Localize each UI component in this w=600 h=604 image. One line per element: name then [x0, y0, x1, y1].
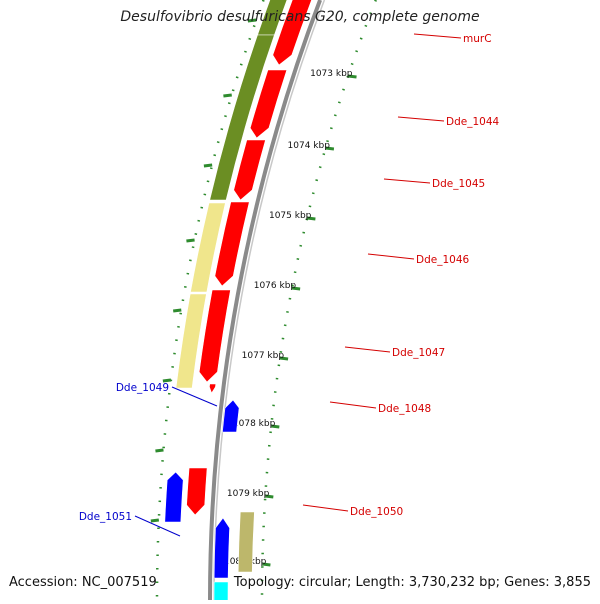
gene-label: Dde_1051 [79, 511, 132, 523]
kbp-tick-label: 1079 kbp [227, 489, 270, 499]
gene-feature-reverse [222, 399, 240, 433]
backbone-shadow [213, 0, 326, 601]
gene-leader-line [302, 504, 349, 512]
gene-leader-line [367, 253, 415, 260]
gene-feature-reverse [213, 581, 229, 604]
gene-feature-forward [198, 289, 231, 383]
gene-leader-line [413, 33, 462, 39]
kbp-tick-label: 1076 kbp [254, 281, 297, 291]
gene-label: Dde_1049 [116, 382, 169, 394]
gene-feature-forward [209, 383, 217, 394]
gene-label: Dde_1044 [446, 116, 500, 128]
genome-summary: Topology: circular; Length: 3,730,232 bp… [233, 575, 591, 590]
gene-feature-forward [186, 467, 208, 516]
outer-kbp-tick [186, 238, 195, 243]
outer-kbp-tick [203, 163, 213, 168]
gene-feature-cog [209, 34, 275, 201]
accession-label: Accession: NC_007519 [9, 575, 157, 590]
gene-feature-forward [272, 0, 312, 66]
map-title: Desulfovibrio desulfuricans G20, complet… [120, 9, 480, 25]
outer-kbp-tick [162, 378, 172, 383]
kbp-tick-label: 1074 kbp [288, 141, 331, 151]
outer-kbp-tick [247, 18, 257, 23]
gene-label: Dde_1045 [432, 178, 485, 190]
kbp-tick [279, 356, 289, 361]
gene-label: Dde_1046 [416, 254, 470, 266]
kbp-tick [271, 424, 280, 429]
gene-leader-line [171, 386, 218, 407]
gene-leader-line [329, 401, 377, 409]
gene-label: Dde_1048 [378, 403, 431, 415]
gene-feature-forward [233, 139, 266, 201]
kbp-tick-label: 1077 kbp [242, 351, 285, 361]
gene-label: Dde_1050 [350, 506, 403, 518]
backbone-circle [208, 0, 322, 601]
kbp-tick [347, 74, 357, 79]
gene-feature-cog [237, 511, 255, 573]
kbp-tick-label: 1075 kbp [269, 211, 312, 221]
gene-leader-line [134, 515, 181, 537]
kbp-tick [291, 286, 301, 291]
kbp-tick [325, 146, 335, 151]
kbp-tick [262, 562, 271, 567]
kbp-tick [306, 216, 316, 221]
gene-feature-forward [214, 201, 250, 287]
gene-feature-cog [190, 202, 226, 293]
kbp-tick-label: 1073 kbp [310, 69, 353, 79]
gene-label: murC [463, 33, 492, 45]
outer-kbp-tick [155, 448, 164, 453]
kbp-tick [265, 494, 274, 499]
outer-kbp-tick [172, 308, 182, 313]
gene-leader-line [383, 178, 431, 184]
gene-leader-line [344, 346, 391, 353]
gene-feature-forward [249, 69, 288, 139]
outer-kbp-tick [223, 93, 232, 98]
gene-feature-reverse [213, 517, 230, 579]
gene-label: Dde_1047 [392, 347, 445, 359]
kbp-tick-label: 1078 kbp [233, 419, 276, 429]
outer-kbp-tick [150, 518, 160, 523]
gene-leader-line [397, 116, 445, 122]
gene-feature-reverse [164, 471, 184, 523]
gene-feature-cog [175, 293, 207, 389]
